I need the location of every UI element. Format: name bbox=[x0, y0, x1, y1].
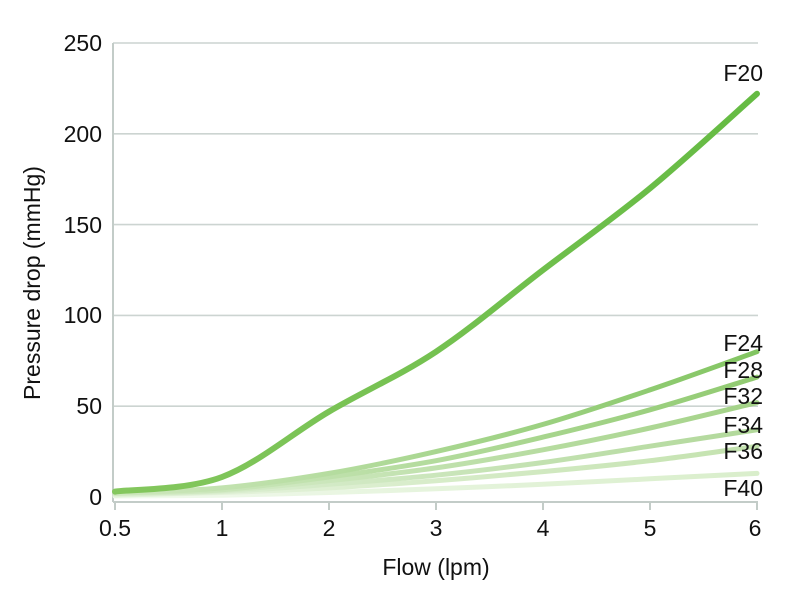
series-label-f32: F32 bbox=[723, 383, 763, 409]
series-label-f28: F28 bbox=[723, 357, 763, 383]
y-tick-label-200: 200 bbox=[63, 121, 102, 147]
series-label-f40: F40 bbox=[723, 475, 763, 501]
x-tick-label-1: 1 bbox=[215, 515, 229, 541]
x-tick-label-5: 5 bbox=[643, 515, 657, 541]
y-tick-label-250: 250 bbox=[63, 30, 102, 56]
x-tick-label-0-5: 0.5 bbox=[99, 515, 131, 541]
y-tick-label-150: 150 bbox=[63, 212, 102, 238]
x-tick-label-4: 4 bbox=[536, 515, 550, 541]
y-axis-title: Pressure drop (mmHg) bbox=[19, 166, 45, 400]
x-tick-label-6: 6 bbox=[748, 515, 762, 541]
x-axis-title: Flow (lpm) bbox=[382, 554, 490, 580]
series-label-f34: F34 bbox=[723, 412, 763, 438]
y-tick-label-0: 0 bbox=[89, 484, 102, 510]
series-line-f24 bbox=[112, 349, 760, 496]
y-tick-label-100: 100 bbox=[63, 302, 102, 328]
x-tick-label-3: 3 bbox=[429, 515, 443, 541]
series-label-f24: F24 bbox=[723, 330, 763, 356]
series-label-f20: F20 bbox=[723, 60, 763, 86]
series-label-f36: F36 bbox=[723, 438, 763, 464]
series-line-f40 bbox=[112, 470, 760, 499]
series-line-f20 bbox=[112, 90, 760, 495]
y-tick-label-50: 50 bbox=[76, 393, 102, 419]
x-tick-label-2: 2 bbox=[322, 515, 336, 541]
